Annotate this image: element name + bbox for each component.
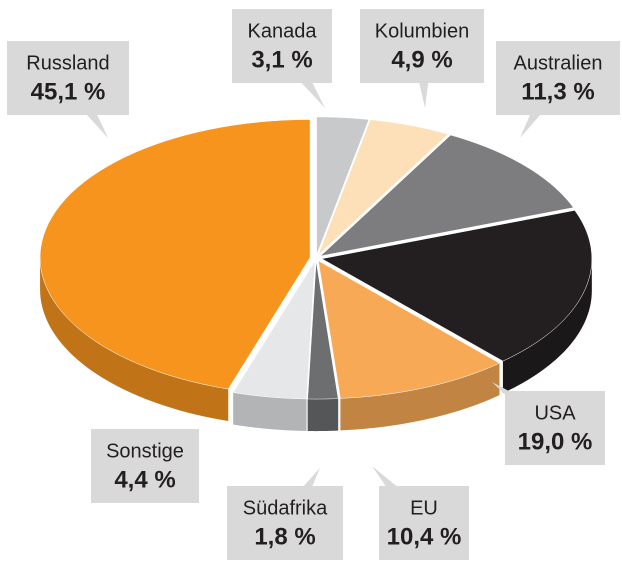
slice-label: Kanada bbox=[248, 20, 318, 42]
slice-label: Australien bbox=[514, 52, 603, 74]
slice bbox=[232, 260, 316, 400]
slice-value-label: 4,4 % bbox=[114, 466, 175, 493]
label-bg bbox=[232, 9, 332, 83]
slice-value-label: 19,0 % bbox=[518, 428, 593, 455]
label-box: Kanada 3,1 % bbox=[232, 9, 332, 108]
pie-sides bbox=[40, 257, 592, 432]
slice-label: Russland bbox=[26, 52, 109, 74]
slice-label: Kolumbien bbox=[375, 20, 470, 42]
slice-value-label: 1,8 % bbox=[254, 523, 315, 550]
slice-side bbox=[340, 363, 500, 431]
label-bg bbox=[7, 41, 129, 115]
label-bg bbox=[360, 9, 484, 83]
label-box: Kolumbien 4,9 % bbox=[360, 9, 484, 108]
slice-side bbox=[502, 258, 592, 394]
label-box: EU 10,4 % bbox=[372, 466, 469, 560]
pie-tops bbox=[39, 116, 593, 400]
slice bbox=[307, 261, 339, 400]
slice bbox=[321, 210, 593, 362]
label-bg bbox=[91, 429, 199, 503]
label-box: Sonstige 4,4 % bbox=[91, 429, 200, 503]
slice bbox=[317, 119, 449, 256]
slice-label: EU bbox=[410, 497, 438, 519]
label-box: USA 19,0 % bbox=[492, 382, 605, 465]
slice-label: Südafrika bbox=[243, 497, 328, 519]
label-bg bbox=[227, 486, 343, 560]
slice-label: USA bbox=[534, 402, 576, 424]
slice bbox=[319, 134, 574, 257]
slice-label: Sonstige bbox=[106, 440, 184, 462]
label-box: Südafrika 1,8 % bbox=[227, 468, 343, 560]
slice bbox=[318, 260, 501, 399]
slice bbox=[39, 119, 311, 390]
label-box: Australien 11,3 % bbox=[496, 41, 620, 138]
slice-side bbox=[233, 392, 307, 431]
slice-value-label: 10,4 % bbox=[387, 523, 462, 550]
label-bg bbox=[496, 41, 620, 115]
label-bg bbox=[379, 486, 469, 560]
slice-value-label: 4,9 % bbox=[391, 46, 452, 73]
slice-side bbox=[40, 257, 229, 422]
slice bbox=[316, 116, 370, 256]
slice-value-label: 11,3 % bbox=[521, 78, 594, 105]
slice-value-label: 45,1 % bbox=[31, 78, 106, 105]
slice-value-label: 3,1 % bbox=[251, 46, 312, 73]
label-bg bbox=[505, 391, 605, 465]
slice-side bbox=[307, 398, 339, 432]
label-box: Russland 45,1 % bbox=[7, 41, 129, 138]
